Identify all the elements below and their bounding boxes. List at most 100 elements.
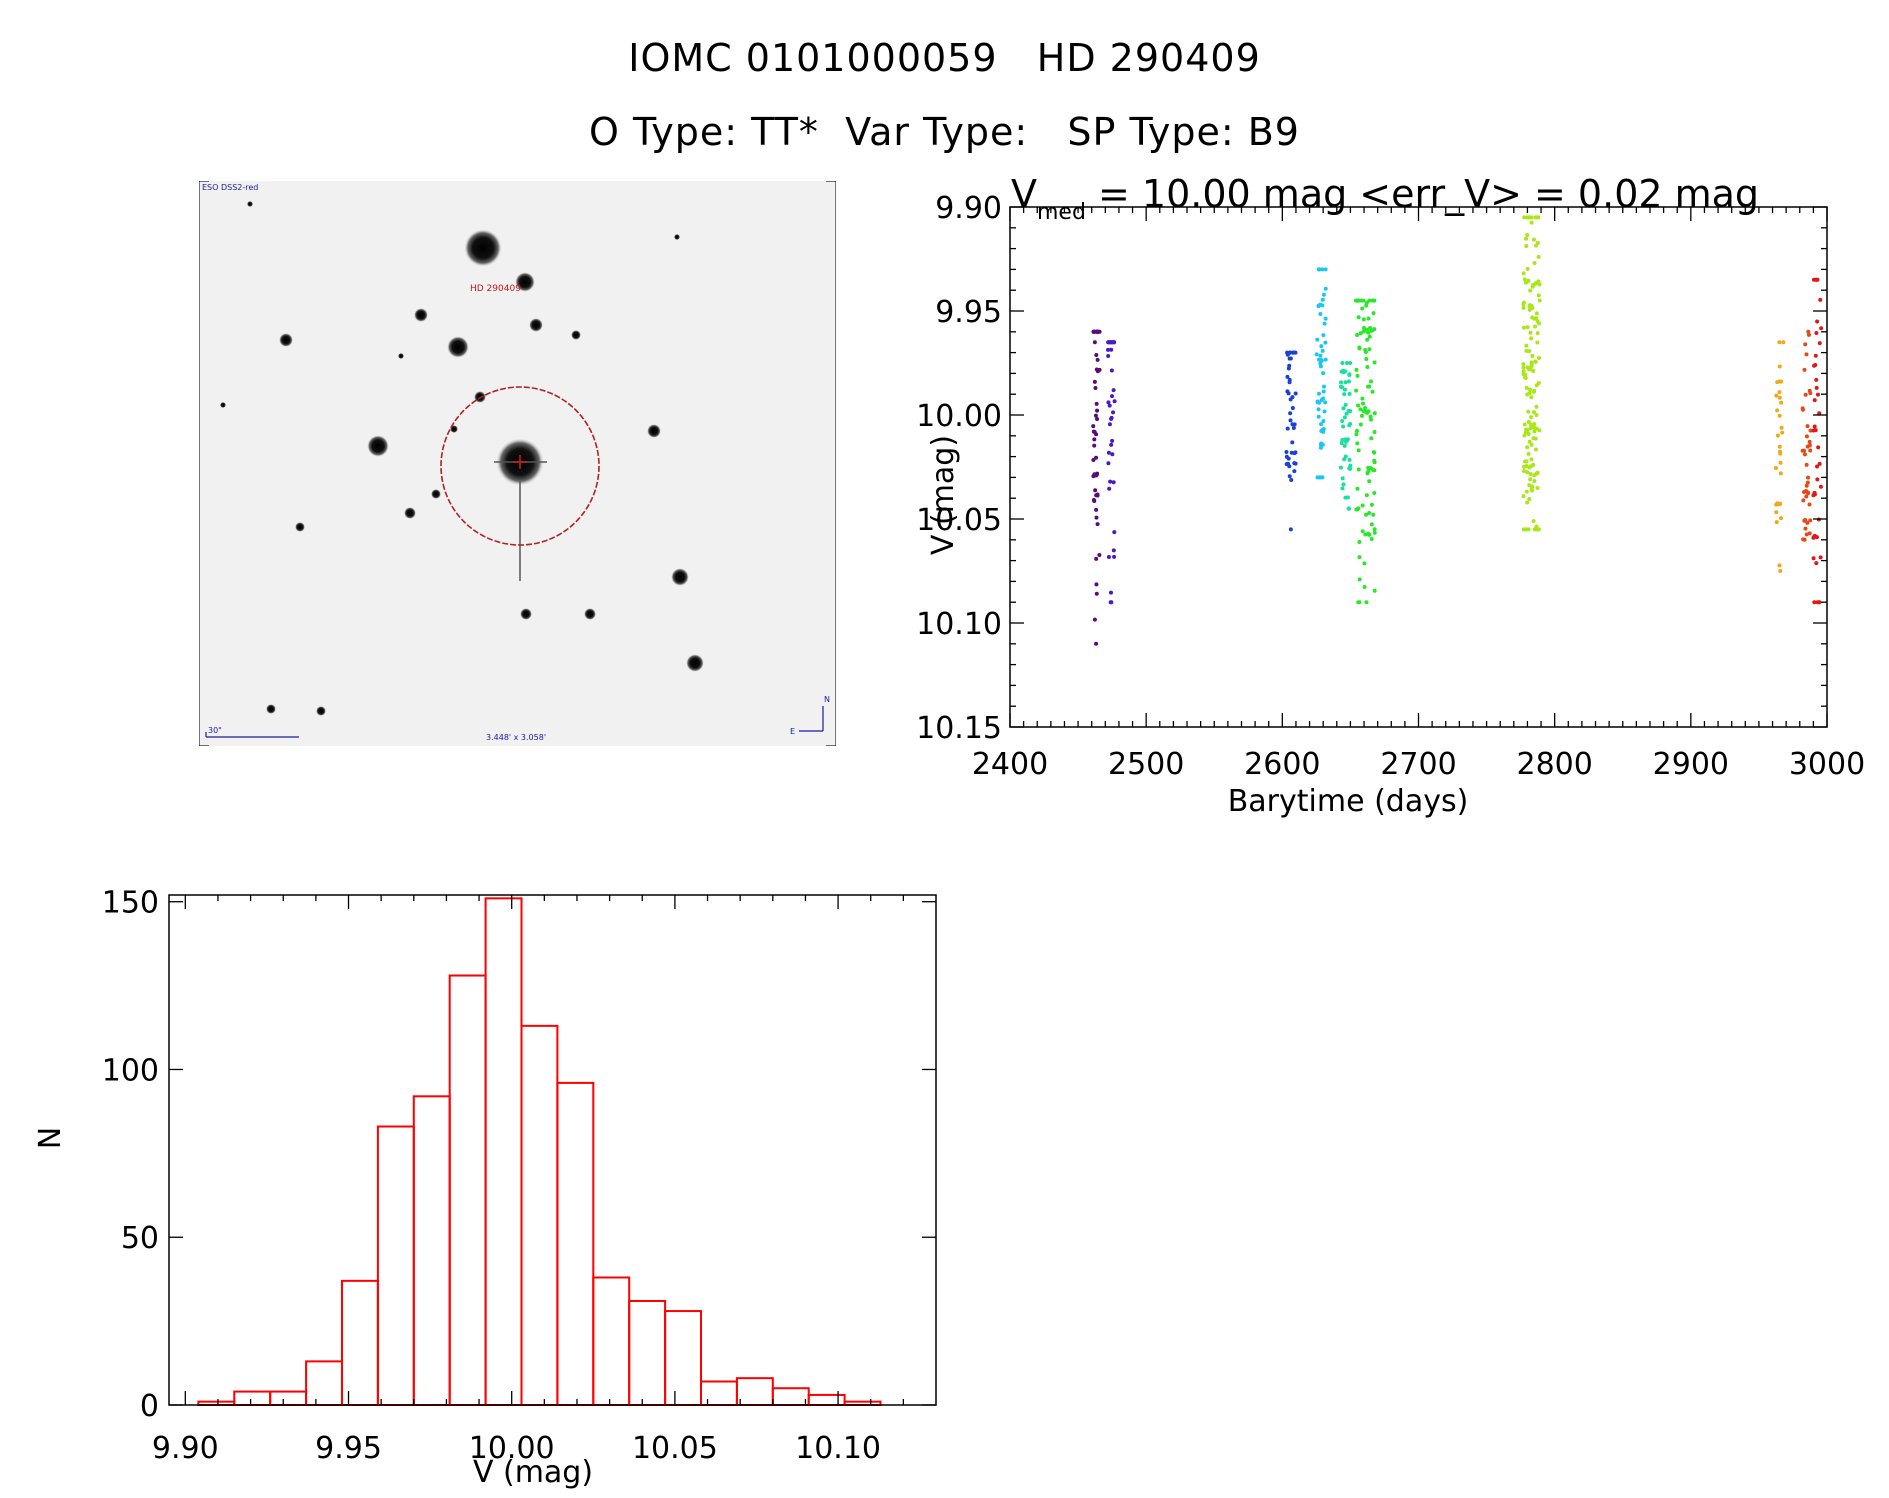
lc-point <box>1093 386 1098 391</box>
lc-point <box>1354 388 1359 393</box>
lc-point <box>1369 417 1374 422</box>
lc-point <box>1525 470 1530 475</box>
lc-point <box>1372 490 1377 495</box>
lc-point <box>1110 438 1115 443</box>
lc-title-rest: = 10.00 mag <err_V> = 0.02 mag <box>1086 172 1759 216</box>
lc-point <box>1354 428 1359 433</box>
lc-point <box>1532 429 1537 434</box>
lc-point <box>1773 465 1778 470</box>
lc-point <box>1531 283 1536 288</box>
lc-point <box>1107 486 1112 491</box>
finder-star <box>414 308 428 322</box>
hist-bar <box>771 1387 810 1407</box>
lc-point <box>1290 395 1295 400</box>
lc-point <box>1289 477 1294 482</box>
lc-point <box>1285 374 1290 379</box>
lc-point <box>1802 367 1807 372</box>
lc-point <box>1106 353 1111 358</box>
lc-point <box>1342 443 1347 448</box>
finder-star <box>367 435 389 457</box>
lc-point <box>1343 380 1348 385</box>
lc-point <box>1284 454 1289 459</box>
lc-ytick-label: 10.05 <box>916 503 1002 538</box>
lc-point <box>1106 340 1111 345</box>
lc-point <box>1320 442 1325 447</box>
lc-point <box>1347 457 1352 462</box>
lc-point <box>1807 388 1812 393</box>
lc-point <box>1356 448 1361 453</box>
lc-point <box>1777 413 1782 418</box>
lc-point <box>1777 340 1782 345</box>
hist-bar <box>376 1125 415 1406</box>
hist-bar <box>305 1360 343 1407</box>
lc-point <box>1372 527 1377 532</box>
lc-point <box>1348 466 1353 471</box>
lc-point <box>1530 488 1535 493</box>
lc-point <box>1323 316 1328 321</box>
lc-point <box>1526 420 1531 425</box>
lc-point <box>1808 448 1813 453</box>
lc-point <box>1372 298 1377 303</box>
lc-point <box>1287 474 1292 479</box>
lc-point <box>1778 471 1783 476</box>
lc-point <box>1092 437 1097 442</box>
lc-point <box>1341 406 1346 411</box>
lc-point <box>1521 302 1526 307</box>
lc-point <box>1367 511 1372 516</box>
finder-star <box>295 522 305 532</box>
lc-point <box>1532 260 1537 265</box>
lc-ytick-label: 9.95 <box>935 295 1002 330</box>
lc-point <box>1317 267 1322 272</box>
lc-point <box>1355 333 1360 338</box>
lc-point <box>1095 357 1100 362</box>
lc-point <box>1524 236 1529 241</box>
lc-point <box>1804 494 1809 499</box>
target-circle <box>440 386 600 546</box>
lc-point <box>1343 454 1348 459</box>
lc-point <box>1521 362 1526 367</box>
lc-point <box>1091 474 1096 479</box>
lc-point <box>1323 400 1328 405</box>
hist-xtick-label: 10.10 <box>795 1431 881 1466</box>
finder-star <box>529 318 543 332</box>
lc-point <box>1804 434 1809 439</box>
lc-point <box>1811 556 1816 561</box>
lc-xtick-label: 2500 <box>1108 747 1184 782</box>
lc-point <box>1356 467 1361 472</box>
lc-point <box>1372 588 1377 593</box>
lc-point <box>1536 293 1541 298</box>
lc-point <box>1803 526 1808 531</box>
lc-point <box>1357 577 1362 582</box>
lc-point <box>1537 428 1542 433</box>
lc-point <box>1808 428 1813 433</box>
lc-point <box>1537 321 1542 326</box>
lc-point <box>1779 425 1784 430</box>
lc-point <box>1094 582 1099 587</box>
lc-point <box>1106 450 1111 455</box>
lc-point <box>1364 512 1369 517</box>
lc-point <box>1779 400 1784 405</box>
lc-point <box>1318 353 1323 358</box>
lc-point <box>1779 379 1784 384</box>
lc-point <box>1533 359 1538 364</box>
lc-point <box>1531 369 1536 374</box>
lc-point <box>1368 379 1373 384</box>
lc-point <box>1317 475 1322 480</box>
lc-point <box>1107 422 1112 427</box>
target-label: HD 290409 <box>470 284 521 294</box>
lc-point <box>1521 305 1526 310</box>
lc-point <box>1807 502 1812 507</box>
lc-point <box>1803 342 1808 347</box>
lc-point <box>1816 445 1821 450</box>
lc-point <box>1813 353 1818 358</box>
lc-point <box>1109 415 1114 420</box>
lc-point <box>1315 337 1320 342</box>
lc-point <box>1339 380 1344 385</box>
lc-point <box>1534 524 1539 529</box>
lc-point <box>1371 512 1376 517</box>
hist-ylabel: N <box>33 1127 68 1149</box>
lc-point <box>1528 426 1533 431</box>
lc-point <box>1358 331 1363 336</box>
lc-point <box>1530 353 1535 358</box>
hist-bar <box>448 974 487 1407</box>
